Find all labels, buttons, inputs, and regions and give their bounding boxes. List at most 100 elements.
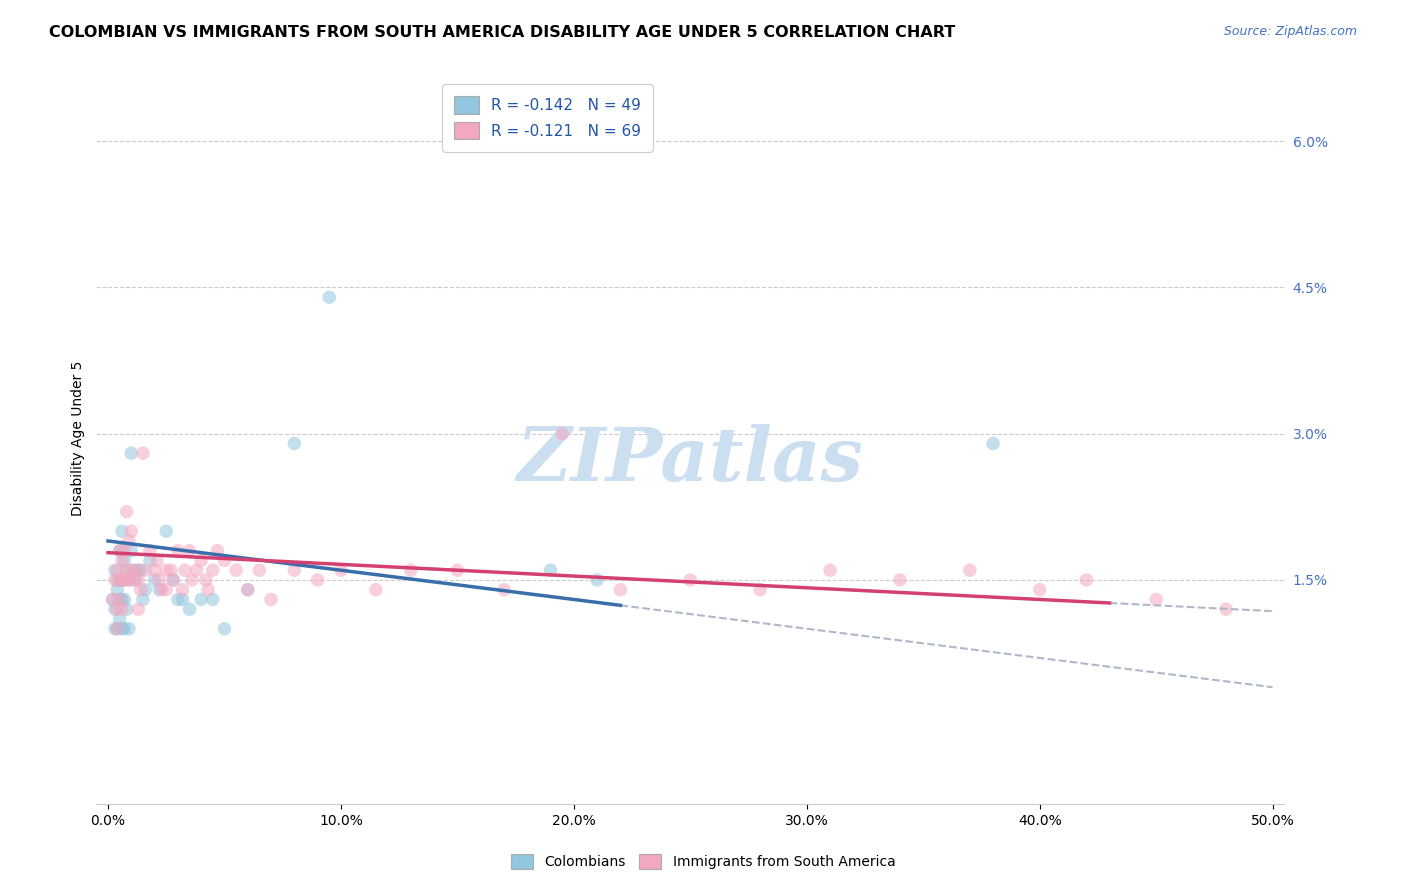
Point [190,553,212,567]
Point [127,602,149,616]
Point [679,573,702,587]
Point [446,563,468,577]
Point [225,563,247,577]
Point [150,582,173,597]
Point [1215,602,1237,616]
Point [551,426,574,441]
Point [122,573,145,587]
Point [207,543,229,558]
Point [104,573,127,587]
Point [120,446,142,460]
Point [125,573,148,587]
Point [134,582,156,597]
Point [108,543,131,558]
Point [118,622,141,636]
Point [236,582,259,597]
Point [127,573,149,587]
Point [818,563,841,577]
Point [132,592,155,607]
Point [129,563,152,577]
Point [364,582,387,597]
Point [162,573,184,587]
Text: ZIPatlas: ZIPatlas [517,425,863,497]
Point [118,533,141,548]
Point [146,553,169,567]
Point [283,563,305,577]
Point [111,573,134,587]
Point [172,592,194,607]
Point [115,563,138,577]
Point [981,436,1004,450]
Text: COLOMBIAN VS IMMIGRANTS FROM SOUTH AMERICA DISABILITY AGE UNDER 5 CORRELATION CH: COLOMBIAN VS IMMIGRANTS FROM SOUTH AMERI… [49,25,956,40]
Point [201,592,224,607]
Point [111,553,134,567]
Point [101,592,124,607]
Point [108,573,131,587]
Point [112,592,135,607]
Point [112,573,135,587]
Point [329,563,352,577]
Point [260,592,283,607]
Point [167,592,190,607]
Point [105,602,128,616]
Point [167,543,190,558]
Point [148,582,170,597]
Point [540,563,562,577]
Y-axis label: Disability Age Under 5: Disability Age Under 5 [72,361,86,516]
Point [155,563,177,577]
Point [160,563,183,577]
Point [162,573,184,587]
Point [399,563,422,577]
Point [179,602,201,616]
Point [134,563,156,577]
Point [115,505,138,519]
Point [120,524,142,539]
Point [889,573,911,587]
Point [101,592,124,607]
Point [105,622,128,636]
Legend: R = -0.142   N = 49, R = -0.121   N = 69: R = -0.142 N = 49, R = -0.121 N = 69 [443,84,654,152]
Point [190,592,212,607]
Point [318,290,340,304]
Point [111,524,134,539]
Point [143,573,166,587]
Point [749,582,772,597]
Point [129,582,152,597]
Point [111,592,134,607]
Point [1076,573,1098,587]
Point [125,563,148,577]
Point [108,612,131,626]
Point [108,592,131,607]
Point [120,543,142,558]
Point [236,582,259,597]
Point [186,563,208,577]
Point [609,582,631,597]
Point [112,553,135,567]
Point [139,553,162,567]
Point [172,582,194,597]
Point [105,622,128,636]
Point [105,573,128,587]
Point [283,436,305,450]
Point [104,622,127,636]
Point [111,573,134,587]
Point [115,602,138,616]
Point [112,543,135,558]
Point [122,563,145,577]
Point [214,553,236,567]
Point [108,543,131,558]
Point [132,446,155,460]
Point [143,563,166,577]
Point [201,563,224,577]
Point [307,573,329,587]
Point [1028,582,1050,597]
Point [1144,592,1167,607]
Point [115,563,138,577]
Point [179,543,201,558]
Point [139,543,162,558]
Point [111,602,134,616]
Point [111,543,134,558]
Point [194,573,217,587]
Point [120,563,142,577]
Point [155,582,177,597]
